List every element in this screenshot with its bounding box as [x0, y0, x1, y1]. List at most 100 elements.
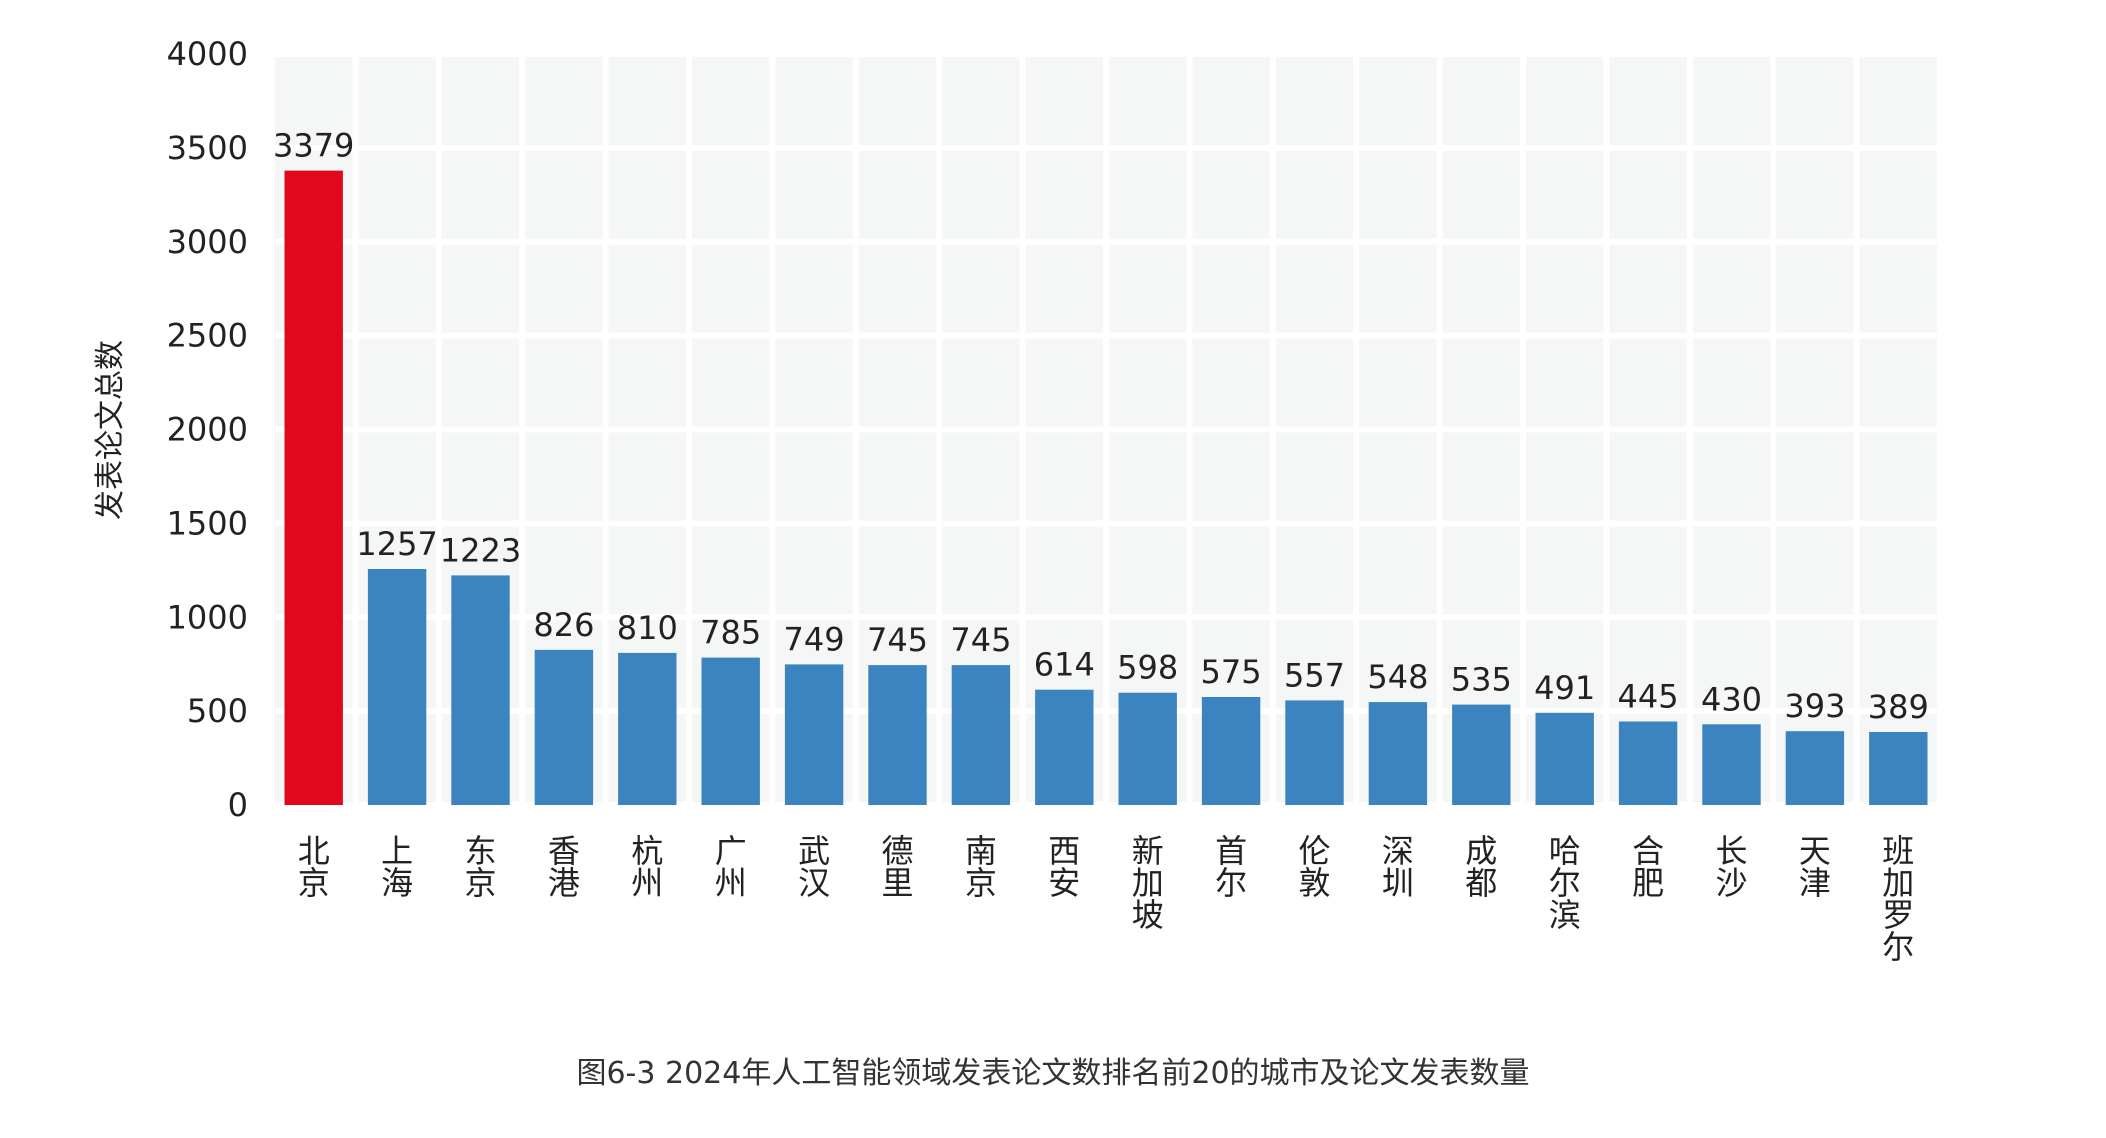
plot-cell — [608, 432, 686, 521]
plot-cell — [1526, 432, 1604, 521]
y-tick-label: 3000 — [167, 223, 248, 261]
plot-cell — [1859, 620, 1937, 709]
plot-cell — [525, 526, 603, 615]
plot-cell — [1692, 338, 1771, 427]
plot-cell — [775, 526, 853, 615]
plot-cell — [1275, 150, 1354, 239]
plot-cell — [1359, 338, 1437, 427]
plot-cell — [1442, 620, 1520, 709]
plot-cell — [1526, 620, 1604, 709]
plot-cell — [1359, 57, 1437, 145]
plot-cell — [1692, 244, 1771, 333]
plot-cell — [1109, 338, 1187, 427]
x-tick-label: 德里 — [881, 832, 913, 902]
plot-cell — [608, 150, 686, 239]
plot-cell — [775, 244, 853, 333]
bar — [1535, 712, 1594, 805]
plot-cell — [1359, 526, 1437, 615]
y-tick-label: 2000 — [167, 411, 248, 449]
plot-cell — [858, 526, 937, 615]
plot-cell — [1025, 244, 1103, 333]
x-tick-label: 新加坡 — [1132, 832, 1164, 934]
x-tick-label: 上海 — [381, 832, 413, 902]
x-tick-label: 东京 — [464, 832, 496, 902]
plot-cell — [1442, 432, 1520, 521]
plot-cell — [1275, 57, 1354, 145]
plot-cell — [692, 338, 770, 427]
plot-cell — [1442, 338, 1520, 427]
plot-cell — [775, 338, 853, 427]
plot-cell — [1776, 338, 1854, 427]
plot-cell — [1275, 432, 1354, 521]
data-label: 535 — [1451, 661, 1512, 699]
plot-cell — [1025, 432, 1103, 521]
bar — [1702, 724, 1761, 805]
plot-cell — [358, 150, 436, 239]
y-tick-label: 1000 — [167, 598, 248, 636]
plot-cell — [1025, 526, 1103, 615]
data-label: 745 — [950, 621, 1011, 659]
data-label: 393 — [1784, 687, 1845, 725]
x-tick-label: 哈尔滨 — [1549, 832, 1581, 934]
plot-cell — [1359, 620, 1437, 709]
x-tick-label: 合肥 — [1632, 832, 1664, 902]
plot-cell — [441, 432, 520, 521]
data-label: 745 — [867, 621, 928, 659]
plot-cell — [1442, 244, 1520, 333]
bar — [284, 170, 343, 806]
x-tick-label: 班加罗尔 — [1882, 832, 1914, 966]
plot-cell — [1526, 150, 1604, 239]
plot-cell — [1692, 150, 1771, 239]
data-label: 598 — [1117, 649, 1178, 687]
plot-cell — [858, 338, 937, 427]
plot-cell — [1692, 620, 1771, 709]
plot-cell — [692, 244, 770, 333]
data-label: 557 — [1284, 656, 1345, 694]
plot-cell — [858, 150, 937, 239]
plot-cell — [608, 338, 686, 427]
data-label: 430 — [1701, 680, 1762, 718]
plot-cell — [1692, 57, 1771, 145]
plot-cell — [1192, 526, 1270, 615]
plot-cell — [1526, 244, 1604, 333]
plot-cell — [358, 338, 436, 427]
plot-cell — [942, 338, 1020, 427]
bar — [701, 657, 760, 805]
plot-background-cells — [275, 57, 1937, 802]
plot-cell — [1776, 57, 1854, 145]
data-label: 445 — [1618, 678, 1679, 716]
data-label: 491 — [1534, 669, 1595, 707]
plot-cell — [1192, 150, 1270, 239]
bar — [534, 649, 594, 805]
plot-cell — [1776, 620, 1854, 709]
plot-cell — [1776, 244, 1854, 333]
plot-cell — [441, 150, 520, 239]
plot-cell — [1859, 57, 1937, 145]
bar — [367, 569, 427, 805]
bar — [1618, 721, 1678, 805]
bar — [1869, 732, 1928, 805]
plot-cell — [608, 57, 686, 145]
bar — [1118, 692, 1177, 805]
x-tick-label: 天津 — [1799, 832, 1831, 902]
data-label: 575 — [1201, 653, 1262, 691]
plot-cell — [1442, 526, 1520, 615]
data-label: 389 — [1868, 688, 1929, 726]
bar — [1201, 697, 1261, 805]
bar — [1035, 689, 1094, 805]
y-tick-label: 2500 — [167, 317, 248, 355]
plot-cell — [942, 432, 1020, 521]
y-tick-label: 500 — [187, 692, 248, 730]
plot-cell — [1275, 620, 1354, 709]
y-axis-title: 发表论文总数 — [93, 340, 128, 520]
plot-cell — [358, 244, 436, 333]
plot-cell — [1776, 432, 1854, 521]
plot-cell — [1692, 432, 1771, 521]
plot-cell — [942, 57, 1020, 145]
y-tick-label: 0 — [228, 786, 248, 824]
data-label: 826 — [533, 606, 594, 644]
y-tick-label: 4000 — [167, 35, 248, 73]
plot-cell — [1109, 526, 1187, 615]
